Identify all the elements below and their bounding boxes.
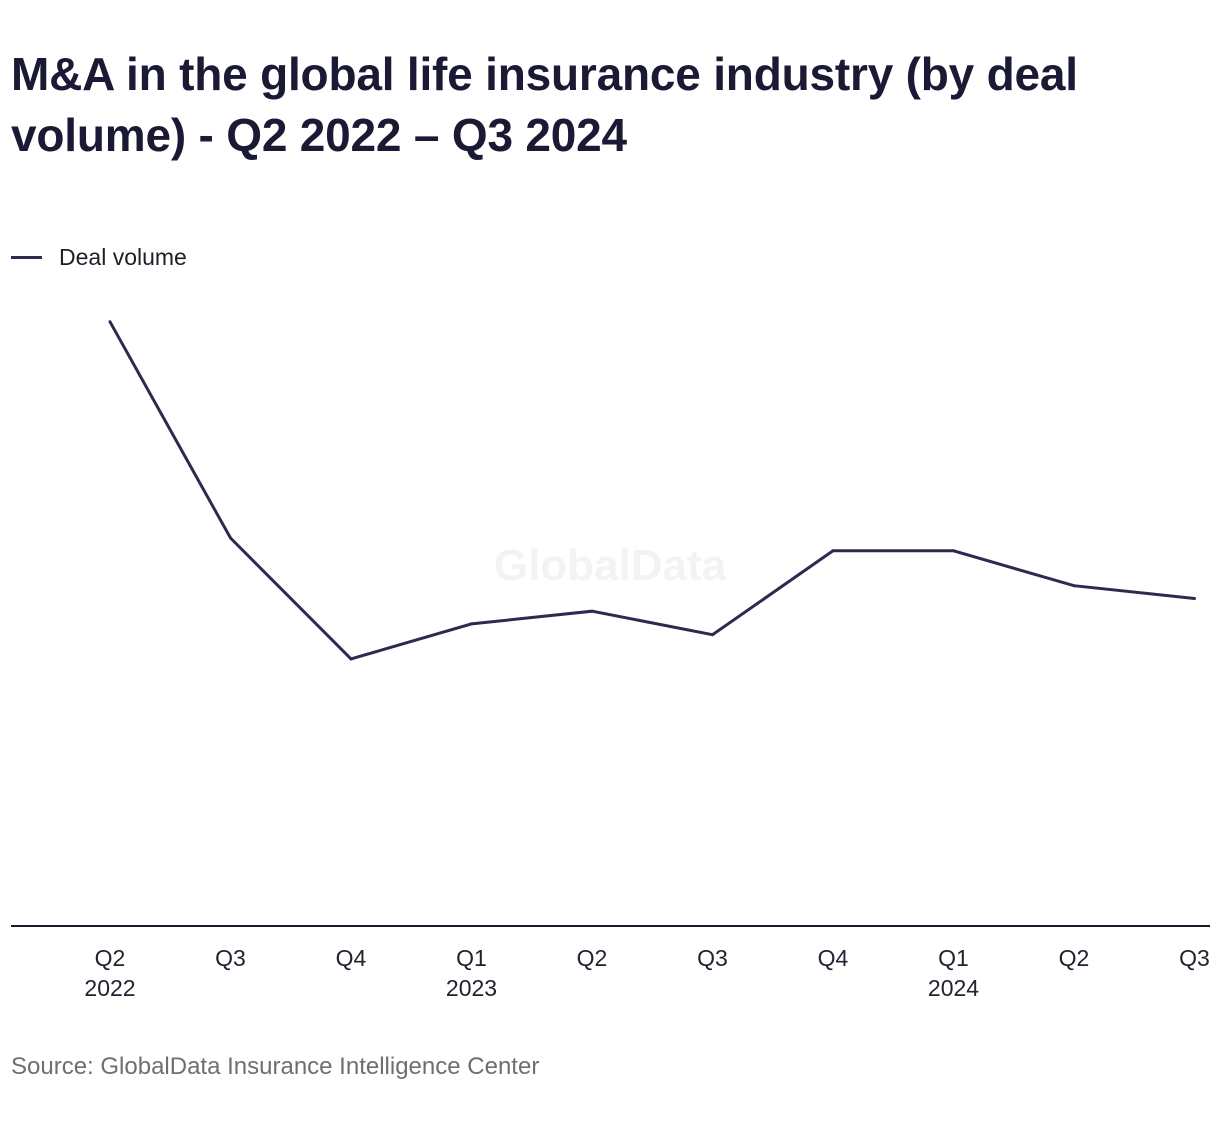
data-point-0-9 [1193, 597, 1196, 600]
data-point-0-5 [711, 633, 714, 637]
legend: Deal volume [11, 242, 187, 272]
x-tick-label-9: Q3 [1179, 945, 1210, 971]
data-point-0-4 [590, 609, 594, 613]
series-lines [108, 320, 1196, 661]
watermark-text: GlobalData [494, 541, 727, 590]
data-point-0-1 [229, 536, 232, 540]
source-note: Source: GlobalData Insurance Intelligenc… [11, 1053, 540, 1080]
x-tick-label-6: Q4 [818, 945, 849, 971]
x-tick-label-7: Q1 [938, 945, 969, 971]
x-tick-year-7: 2024 [928, 975, 979, 1001]
chart-title: M&A in the global life insurance industr… [11, 48, 1078, 161]
x-tick-label-0: Q2 [95, 945, 126, 971]
data-point-0-7 [952, 549, 955, 553]
x-tick-label-3: Q1 [456, 945, 487, 971]
x-tick-label-8: Q2 [1059, 945, 1090, 971]
x-tick-labels: Q2 2022 Q3 Q4 Q1 2023 Q2 Q3 Q4 Q1 2024 Q2 Q3 [84, 945, 1209, 1001]
x-tick-label-5: Q3 [697, 945, 728, 971]
data-point-0-3 [470, 622, 473, 626]
x-tick-year-0: 2022 [84, 975, 135, 1001]
data-point-0-8 [1072, 584, 1076, 588]
x-tick-label-4: Q2 [577, 945, 608, 971]
x-tick-label-2: Q4 [336, 945, 367, 971]
data-point-0-6 [831, 549, 835, 553]
data-point-0-0 [108, 320, 112, 324]
data-point-0-2 [349, 657, 353, 661]
x-tick-label-1: Q3 [215, 945, 246, 971]
series-line-0 [108, 321, 1195, 661]
legend-label-deal-volume: Deal volume [59, 243, 187, 270]
x-tick-year-3: 2023 [446, 975, 497, 1001]
legend-swatch-deal-volume [11, 255, 42, 259]
